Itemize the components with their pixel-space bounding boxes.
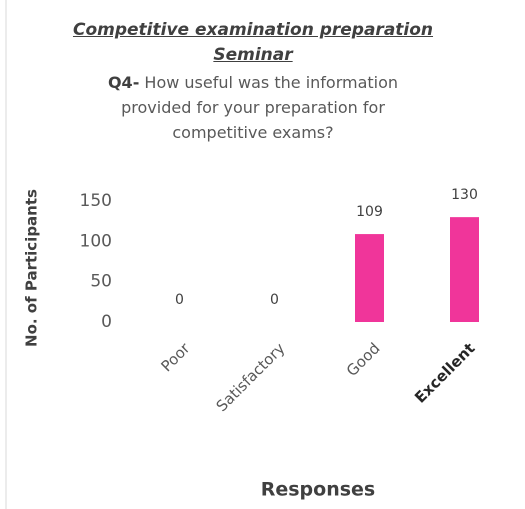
y-tick-label: 0 [101,312,112,332]
y-tick-label: 100 [80,231,112,251]
data-label: 0 [175,292,184,308]
header: Competitive examination preparation Semi… [58,18,448,145]
x-tick-label: Excellent [411,339,478,406]
y-tick-label: 150 [80,191,112,211]
bar [450,217,479,322]
bar [355,234,384,322]
question-text: How useful was the information provided … [121,73,399,142]
y-axis-label: No. of Participants [23,189,41,347]
data-label: 130 [451,187,478,203]
chart-title: Competitive examination preparation Semi… [72,20,434,65]
chart-subtitle: Q4- How useful was the information provi… [78,70,428,145]
x-axis-label: Responses [261,479,376,501]
data-label: 109 [356,204,383,220]
x-tick-label: Satisfactory [213,339,289,415]
question-number: Q4- [107,73,140,92]
x-tick-label: Good [343,339,384,380]
data-label: 0 [270,292,279,308]
x-tick-label: Poor [157,339,194,376]
y-tick-label: 50 [90,272,112,292]
